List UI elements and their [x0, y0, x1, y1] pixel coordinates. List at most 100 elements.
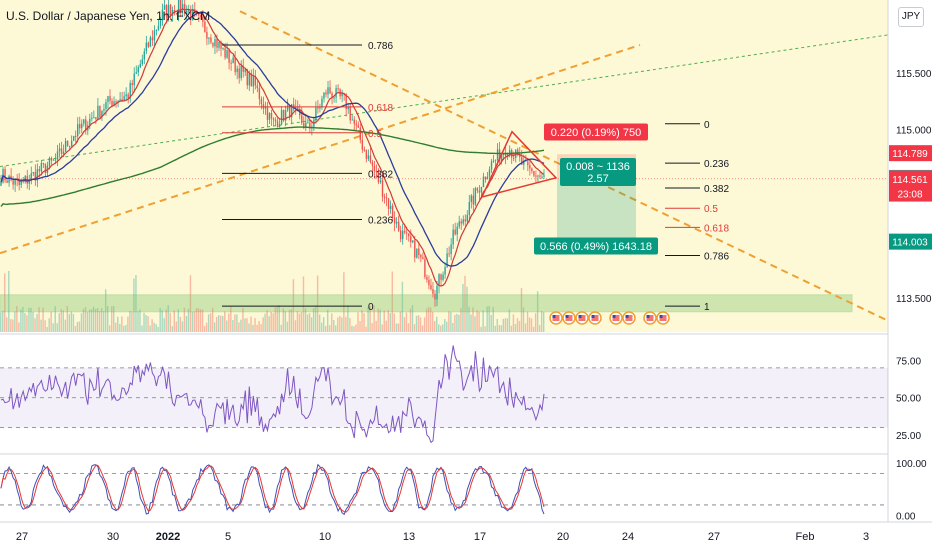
- candle-body: [204, 21, 206, 32]
- candle-body: [323, 92, 325, 99]
- candle-body: [50, 157, 53, 161]
- us-flag-stripes-icon: [646, 315, 654, 321]
- volume-bar: [68, 314, 71, 332]
- volume-bar: [274, 307, 276, 332]
- volume-bar: [159, 307, 161, 332]
- volume-bar: [228, 313, 230, 332]
- volume-bar: [286, 321, 289, 332]
- volume-bar: [232, 320, 234, 332]
- candle-body: [89, 118, 91, 126]
- volume-bar: [464, 275, 466, 332]
- candle-body: [280, 109, 283, 125]
- candle-body: [284, 110, 287, 121]
- candle-body: [139, 64, 141, 68]
- us-flag-canton-icon: [612, 315, 616, 318]
- candle-body: [440, 274, 442, 280]
- candle-body: [377, 171, 380, 183]
- candle-body: [521, 157, 523, 165]
- candle-body: [175, 13, 178, 15]
- volume-bar: [379, 309, 381, 332]
- volume-bar: [320, 322, 323, 332]
- volume-bar: [252, 324, 254, 332]
- candle-body: [262, 104, 265, 109]
- volume-bar: [349, 318, 351, 332]
- volume-bar: [484, 326, 486, 332]
- candle-body: [517, 149, 519, 155]
- volume-bar: [189, 275, 192, 332]
- candle-body: [137, 67, 139, 73]
- candle-body: [99, 105, 101, 118]
- currency-badge[interactable]: JPY: [898, 7, 924, 27]
- volume-bar: [163, 318, 165, 332]
- candle-body: [143, 51, 146, 60]
- candle-body: [482, 176, 485, 187]
- candle-body: [418, 248, 420, 255]
- candle-body: [531, 168, 533, 171]
- candle-body: [210, 37, 212, 43]
- us-flag-canton-icon: [552, 315, 556, 318]
- candle-body: [169, 4, 172, 16]
- candle-body: [401, 230, 404, 240]
- volume-bar: [486, 306, 488, 332]
- volume-bar: [405, 312, 408, 332]
- candle-body: [198, 13, 200, 16]
- candle-body: [361, 139, 364, 150]
- candle-body: [472, 195, 475, 205]
- entry-label-text: 2.57: [587, 173, 608, 185]
- volume-bar: [355, 324, 357, 332]
- candle-body: [434, 293, 436, 300]
- price-label-text: 114.003: [892, 238, 928, 249]
- volume-bar: [312, 308, 315, 332]
- candle-body: [454, 229, 456, 235]
- time-axis-tick: 27: [16, 531, 28, 543]
- volume-bar: [90, 309, 93, 332]
- chart-title: U.S. Dollar / Japanese Yen, 1h, FXCM: [6, 9, 211, 23]
- candle-body: [181, 4, 184, 11]
- volume-bar: [419, 317, 422, 332]
- volume-bar: [185, 316, 188, 332]
- candle-body: [321, 98, 323, 108]
- candle-body: [404, 230, 406, 233]
- volume-bar: [10, 319, 12, 332]
- volume-bar: [161, 310, 163, 332]
- volume-bar: [425, 308, 428, 332]
- volume-bar: [137, 311, 139, 332]
- volume-bar: [244, 318, 246, 332]
- candle-body: [266, 107, 269, 120]
- volume-bar: [276, 305, 278, 332]
- candle-body: [54, 159, 57, 161]
- volume-bar: [246, 318, 248, 332]
- candle-body: [91, 117, 93, 119]
- candle-body: [72, 135, 75, 141]
- price-label-text: 23:08: [897, 190, 922, 201]
- volume-bar: [534, 313, 537, 332]
- us-flag-stripes-icon: [612, 315, 620, 321]
- candle-body: [40, 162, 43, 172]
- candle-body: [535, 175, 537, 177]
- candle-body: [543, 175, 545, 177]
- candle-body: [56, 151, 59, 160]
- candle-body: [422, 257, 424, 260]
- candle-body: [133, 73, 135, 86]
- us-flag-canton-icon: [565, 315, 569, 318]
- candle-body: [523, 160, 525, 165]
- candle-body: [258, 88, 261, 99]
- volume-bar: [518, 320, 521, 332]
- candle-body: [297, 107, 299, 110]
- volume-bar: [100, 308, 103, 332]
- stoch-k-line: [0, 463, 545, 516]
- candle-body: [214, 39, 216, 47]
- candle-body: [292, 104, 295, 107]
- candle-body: [200, 15, 202, 18]
- candle-body: [274, 119, 277, 122]
- volume-bar: [50, 311, 52, 332]
- candle-body: [319, 107, 321, 109]
- candle-body: [325, 92, 327, 95]
- candle-body: [539, 175, 541, 177]
- time-axis-tick: 17: [474, 531, 486, 543]
- volume-bar: [296, 310, 299, 332]
- candle-body: [272, 118, 275, 120]
- candle-body: [206, 31, 208, 39]
- candle-body: [525, 160, 527, 162]
